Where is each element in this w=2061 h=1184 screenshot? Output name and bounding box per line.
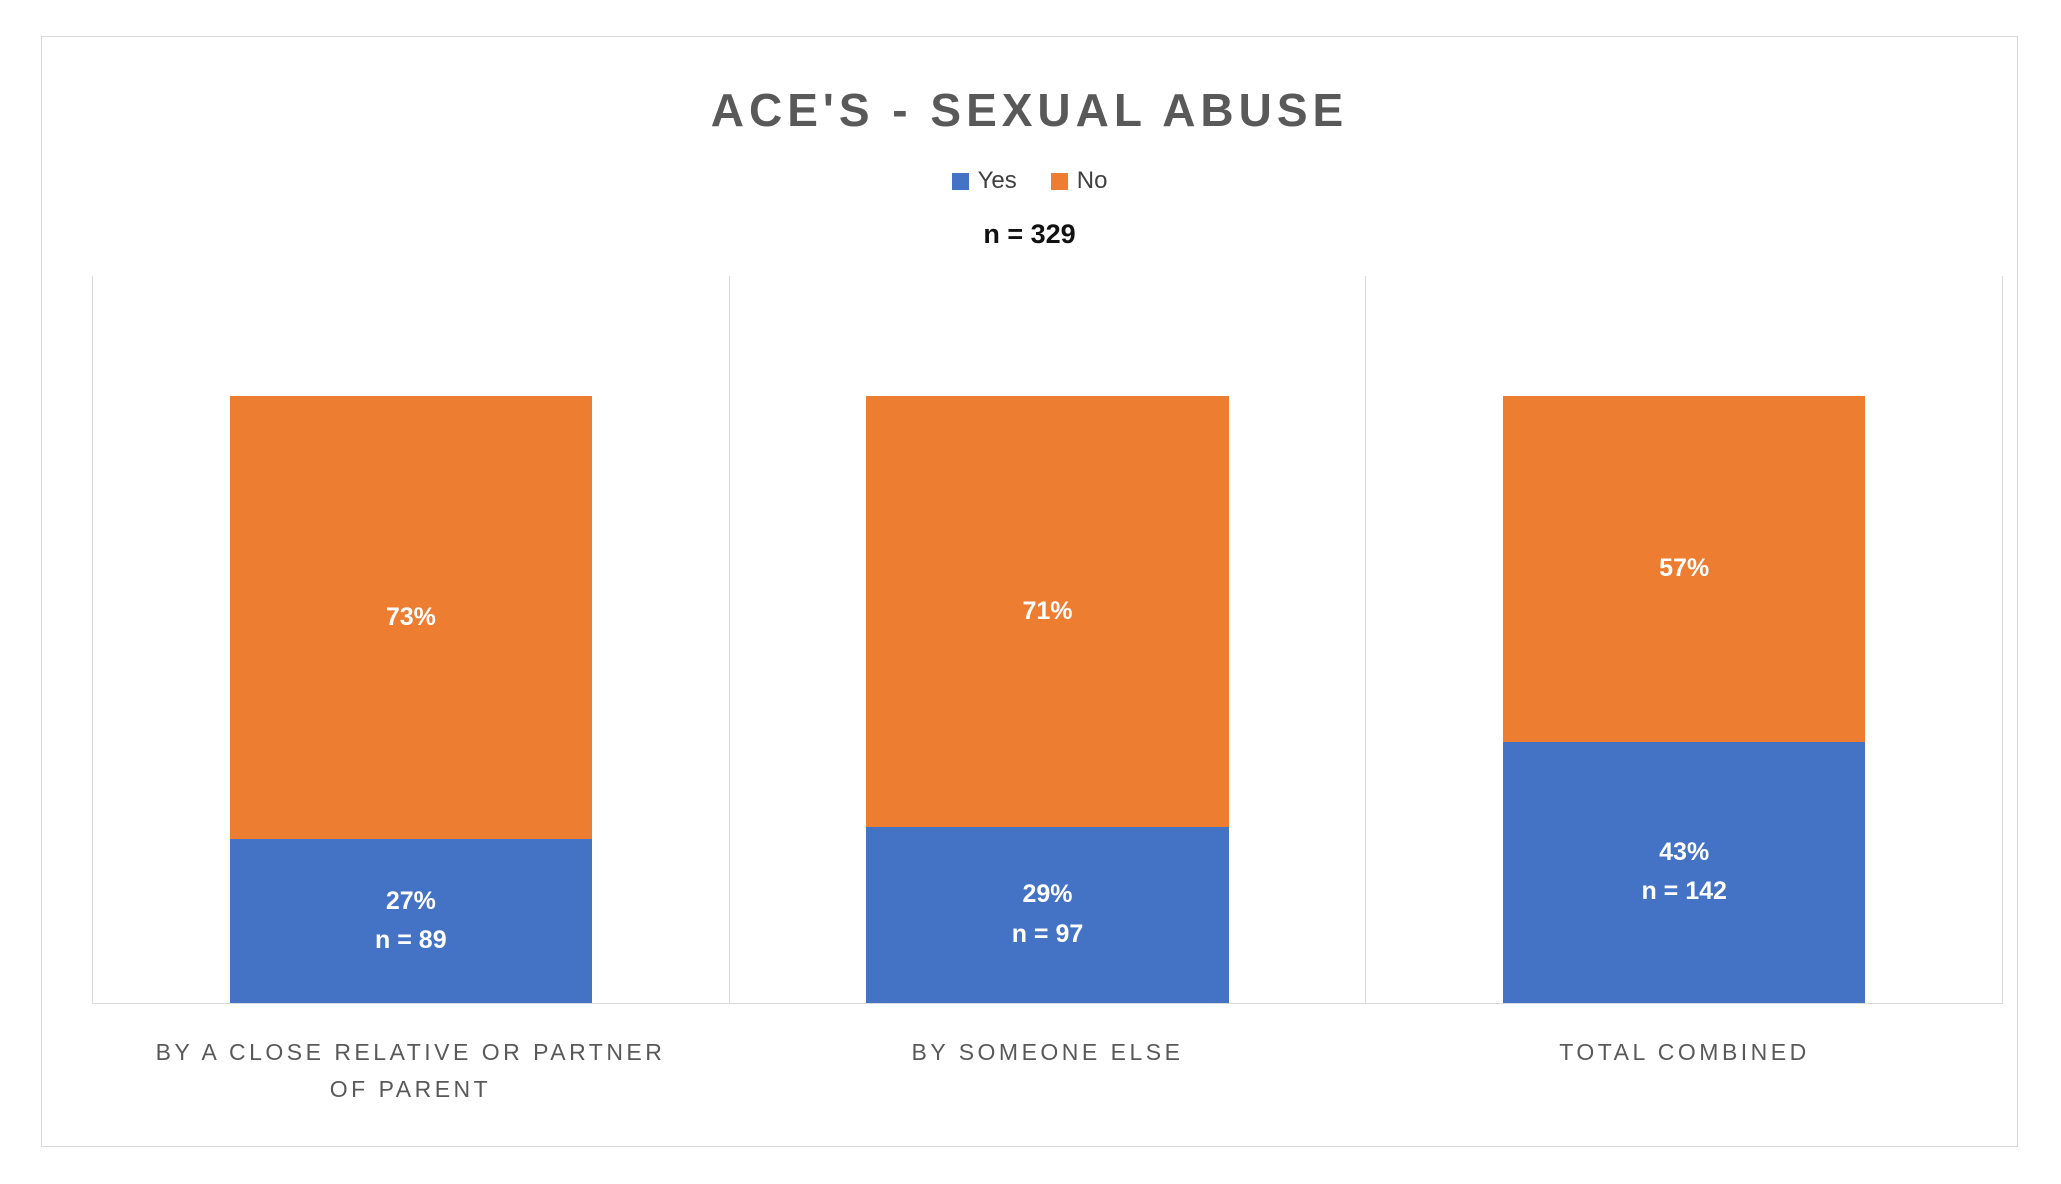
stacked-bar: 57% 43% n = 142 — [1503, 395, 1866, 1003]
legend-label-yes: Yes — [977, 167, 1017, 194]
no-percent-label: 71% — [1022, 596, 1073, 625]
yes-count-label: n = 142 — [1641, 877, 1727, 906]
bar-group-close-relative: 73% 27% n = 89 — [93, 276, 730, 1003]
chart-title: ACE'S - SEXUAL ABUSE — [710, 84, 1349, 136]
legend-swatch-yes-icon — [951, 172, 969, 190]
plot-area: 73% 27% n = 89 71% 29% n = 97 — [92, 276, 2003, 1004]
bar-group-total-combined: 57% 43% n = 142 — [1366, 276, 2002, 1003]
bar-segment-no: 57% — [1503, 395, 1866, 742]
legend-item-yes: Yes — [951, 167, 1017, 195]
sample-size-label: n = 329 — [983, 219, 1076, 249]
yes-count-label: n = 97 — [1011, 919, 1084, 948]
yes-percent-label: 29% — [1022, 880, 1073, 909]
yes-count-label: n = 89 — [375, 926, 447, 955]
bar-segment-no: 71% — [866, 395, 1229, 827]
x-axis-labels: BY A CLOSE RELATIVE OR PARTNER OF PARENT… — [92, 1034, 2003, 1108]
bar-segment-yes: 43% n = 142 — [1503, 741, 1866, 1003]
legend-label-no: No — [1076, 167, 1108, 194]
bar-segment-yes: 29% n = 97 — [866, 826, 1229, 1003]
bar-segment-no: 73% — [229, 395, 592, 840]
chart-container: ACE'S - SEXUAL ABUSE Yes No n = 329 73% … — [41, 36, 2018, 1147]
stacked-bar: 71% 29% n = 97 — [866, 395, 1229, 1003]
no-percent-label: 73% — [385, 602, 436, 631]
stacked-bar: 73% 27% n = 89 — [229, 395, 592, 1003]
chart-legend: Yes No — [42, 167, 2017, 195]
bar-group-someone-else: 71% 29% n = 97 — [730, 276, 1367, 1003]
no-percent-label: 57% — [1659, 554, 1710, 583]
x-axis-label: TOTAL COMBINED — [1559, 1039, 1810, 1065]
x-axis-label: BY SOMEONE ELSE — [911, 1039, 1184, 1065]
legend-item-no: No — [1050, 167, 1108, 195]
yes-percent-label: 43% — [1659, 837, 1710, 866]
x-axis-label: BY A CLOSE RELATIVE OR PARTNER OF PARENT — [155, 1039, 666, 1102]
bar-segment-yes: 27% n = 89 — [229, 839, 592, 1003]
legend-swatch-no-icon — [1050, 172, 1068, 190]
yes-percent-label: 27% — [385, 886, 436, 915]
